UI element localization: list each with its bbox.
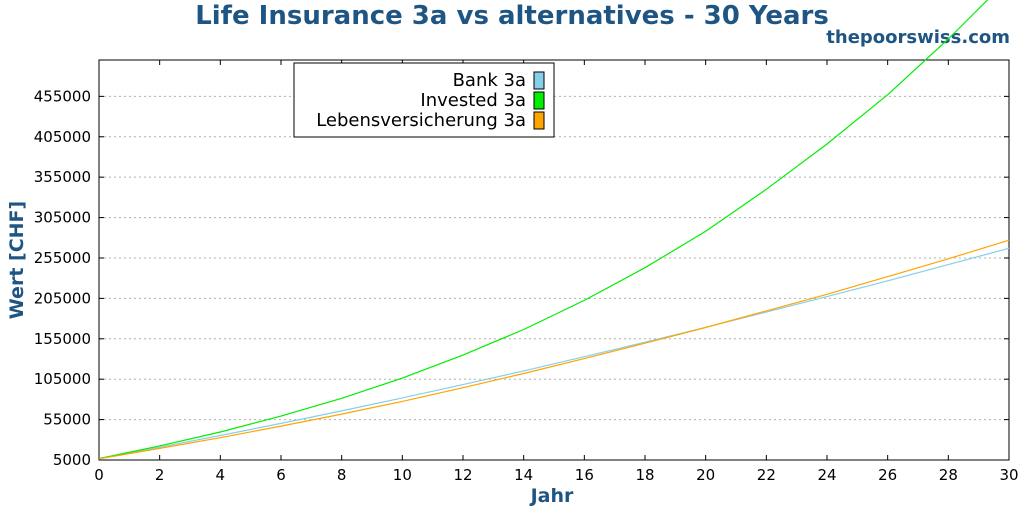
y-tick-label: 155000: [34, 330, 91, 348]
legend-swatch: [533, 91, 545, 110]
legend-label: Invested 3a: [420, 90, 526, 111]
x-tick-label: 14: [514, 466, 533, 484]
legend-label: Bank 3a: [453, 70, 526, 91]
y-axis-title: Wert [CHF]: [6, 201, 28, 319]
y-tick-label: 455000: [34, 87, 91, 105]
y-tick-label: 5000: [53, 451, 91, 469]
watermark: thepoorswiss.com: [826, 27, 1010, 48]
series-line-lebensversicherung-3a: [98, 239, 1010, 460]
x-axis-title: Jahr: [529, 485, 574, 507]
x-tick-label: 4: [216, 466, 226, 484]
series-line-bank-3a: [98, 247, 1010, 460]
x-tick-label: 18: [635, 466, 654, 484]
legend-swatch: [533, 111, 545, 130]
legend-box: [293, 62, 555, 138]
x-tick-label: 28: [939, 466, 958, 484]
y-tick-label: 105000: [34, 370, 91, 388]
legend-label: Lebensversicherung 3a: [316, 110, 526, 131]
y-tick-label: 405000: [34, 128, 91, 146]
series-lines: [98, 0, 1010, 460]
series-line-invested-3a: [98, 0, 989, 460]
y-tick-label: 255000: [34, 249, 91, 267]
plot-frame: [98, 59, 1010, 461]
x-tick-label: 26: [878, 466, 897, 484]
y-tick-label: 55000: [43, 411, 91, 429]
x-tick-label: 20: [696, 466, 715, 484]
x-tick-label: 24: [817, 466, 836, 484]
x-tick-label: 6: [276, 466, 286, 484]
chart-title: Life Insurance 3a vs alternatives - 30 Y…: [195, 1, 829, 31]
x-tick-label: 8: [337, 466, 347, 484]
x-tick-label: 12: [453, 466, 472, 484]
grid-lines: [99, 95, 1009, 421]
x-tick-label: 30: [999, 466, 1018, 484]
y-tick-label: 355000: [34, 168, 91, 186]
y-tick-label: 205000: [34, 289, 91, 307]
x-tick-label: 0: [94, 466, 104, 484]
legend-swatch: [533, 71, 545, 90]
x-tick-label: 2: [155, 466, 165, 484]
x-tick-label: 10: [393, 466, 412, 484]
axes: 5000 55000 105000 155000 205000 255000 305000 3…: [34, 59, 1019, 484]
x-tick-label: 22: [757, 466, 776, 484]
x-tick-label: 16: [575, 466, 594, 484]
y-tick-label: 305000: [34, 209, 91, 227]
